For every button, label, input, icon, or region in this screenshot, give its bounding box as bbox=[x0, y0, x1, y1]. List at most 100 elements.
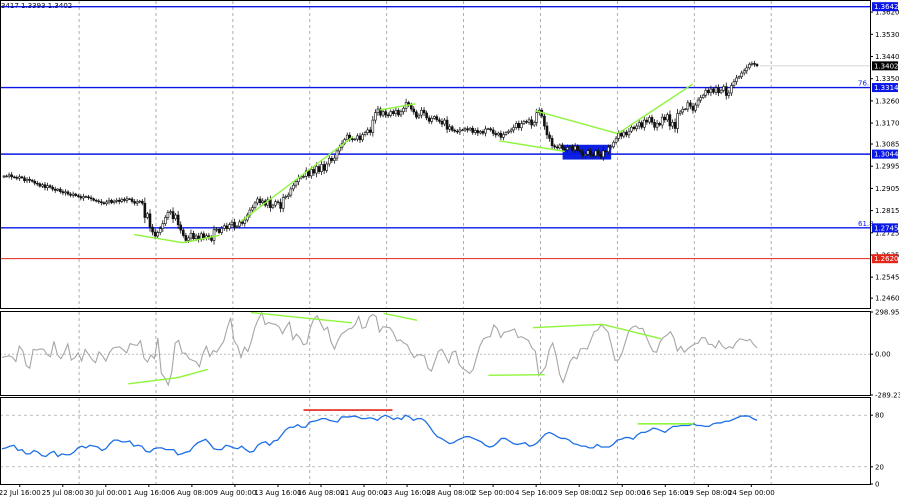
candle bbox=[527, 117, 531, 125]
candle bbox=[604, 149, 608, 153]
candle bbox=[609, 144, 613, 150]
candle bbox=[289, 186, 293, 198]
candle bbox=[363, 130, 367, 137]
candle bbox=[89, 195, 93, 202]
candle bbox=[97, 198, 101, 204]
candle bbox=[381, 109, 385, 118]
candle bbox=[374, 109, 377, 124]
candle bbox=[448, 123, 451, 133]
candle bbox=[742, 68, 746, 76]
candle bbox=[683, 108, 687, 111]
price-trendline[interactable] bbox=[182, 234, 220, 244]
candle bbox=[74, 192, 78, 197]
price-level-badge-text: 1.2745 bbox=[874, 224, 899, 232]
price-y-tick-label: 1.2460 bbox=[875, 295, 900, 303]
candle bbox=[622, 130, 626, 139]
cci-panel[interactable] bbox=[0, 311, 870, 387]
candle bbox=[484, 125, 487, 137]
cci-trendline[interactable] bbox=[488, 373, 545, 377]
candle bbox=[571, 144, 574, 153]
candle bbox=[317, 164, 321, 175]
x-tick-label: 6 Aug 08:00 bbox=[171, 489, 214, 497]
candle bbox=[276, 199, 280, 205]
candle bbox=[427, 115, 431, 124]
rsi-panel[interactable] bbox=[0, 409, 870, 468]
candle bbox=[102, 201, 106, 206]
price-y-tick-label: 1.3350 bbox=[875, 75, 900, 83]
cci-trendline[interactable] bbox=[532, 323, 603, 329]
price-level-badge-text: 1.2620 bbox=[874, 255, 899, 263]
candle bbox=[174, 212, 177, 221]
candle bbox=[207, 232, 211, 241]
price-panel[interactable]: 76. 61.8 bbox=[0, 5, 874, 260]
candle bbox=[61, 189, 65, 196]
candle bbox=[655, 119, 659, 131]
candle bbox=[561, 142, 564, 151]
price-y-tick-label: 1.3530 bbox=[875, 31, 900, 39]
candle bbox=[110, 198, 113, 205]
candle bbox=[18, 174, 21, 181]
cci-trendline[interactable] bbox=[177, 368, 208, 379]
candle bbox=[123, 197, 126, 203]
candle bbox=[438, 117, 441, 124]
price-level-badge: 1.3044 bbox=[872, 149, 899, 159]
candle bbox=[192, 230, 195, 242]
candle bbox=[643, 116, 646, 131]
cci-trendline[interactable] bbox=[251, 311, 352, 324]
candle bbox=[84, 195, 88, 199]
candle bbox=[748, 62, 751, 70]
price-trendline[interactable] bbox=[617, 83, 694, 135]
candle bbox=[171, 207, 175, 223]
candle bbox=[312, 166, 316, 176]
candle bbox=[463, 126, 467, 132]
candle bbox=[333, 154, 336, 164]
candle bbox=[504, 131, 508, 136]
candle bbox=[443, 118, 446, 127]
cci-y-tick-label: -289.236 bbox=[875, 392, 900, 400]
candle bbox=[197, 232, 200, 243]
candle bbox=[491, 127, 495, 137]
candle bbox=[138, 199, 142, 204]
candle bbox=[235, 225, 239, 229]
candle bbox=[12, 175, 16, 179]
price-y-tick-label: 1.3085 bbox=[875, 141, 900, 149]
cci-trendline[interactable] bbox=[128, 376, 179, 385]
price-trendline[interactable] bbox=[379, 103, 416, 111]
price-level-badge: 1.2745 bbox=[872, 223, 899, 233]
x-tick-label: 21 Aug 00:00 bbox=[340, 489, 387, 497]
candle bbox=[432, 115, 436, 120]
candle bbox=[325, 161, 329, 173]
candle bbox=[79, 194, 83, 201]
x-tick-label: 9 Aug 00:00 bbox=[214, 489, 257, 497]
candle bbox=[722, 84, 726, 93]
candle bbox=[33, 179, 37, 186]
candle bbox=[271, 203, 275, 210]
candle bbox=[671, 119, 674, 129]
candle bbox=[394, 107, 398, 117]
candle bbox=[356, 133, 359, 142]
candle bbox=[384, 108, 387, 118]
price-y-tick-label: 1.3170 bbox=[875, 120, 900, 128]
candle bbox=[730, 82, 733, 96]
price-trendline[interactable] bbox=[134, 233, 183, 244]
x-tick-label: 25 Jul 08:00 bbox=[42, 489, 84, 497]
cci-line bbox=[1, 311, 758, 387]
cci-trendline[interactable] bbox=[383, 312, 418, 322]
candle bbox=[117, 197, 121, 205]
price-trendline[interactable] bbox=[534, 110, 618, 135]
price-level-badge-text: 1.3044 bbox=[874, 151, 899, 159]
candle bbox=[727, 89, 731, 99]
cci-trendline[interactable] bbox=[601, 323, 662, 340]
price-trendline[interactable] bbox=[499, 140, 565, 153]
candle bbox=[64, 189, 67, 196]
x-tick-label: 4 Sep 16:00 bbox=[515, 489, 557, 497]
candle bbox=[732, 79, 736, 89]
price-trendline[interactable] bbox=[240, 136, 354, 223]
candle bbox=[59, 187, 62, 194]
candle bbox=[51, 185, 54, 192]
candle bbox=[586, 148, 590, 157]
candle bbox=[220, 225, 224, 235]
candle bbox=[38, 182, 42, 188]
candle bbox=[82, 193, 85, 201]
